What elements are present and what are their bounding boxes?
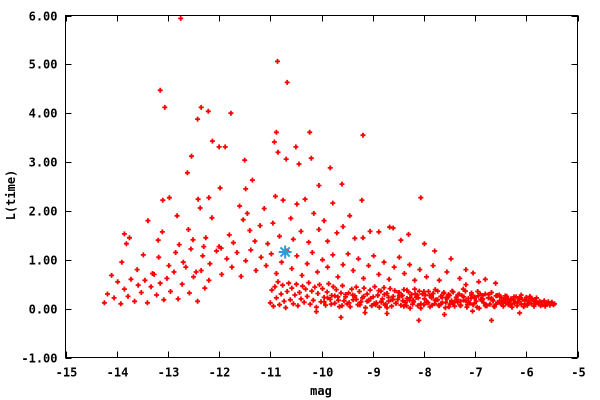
y-tick-label: 6.00: [29, 10, 58, 24]
plot-border: [65, 15, 578, 358]
y-tick-label: 5.00: [29, 58, 58, 72]
x-tick-label: -8: [417, 366, 431, 380]
x-axis-title: mag: [310, 384, 332, 398]
x-tick-label: -11: [260, 366, 282, 380]
y-tick-label: 2.00: [29, 205, 58, 219]
y-tick-label: 4.00: [29, 107, 58, 121]
tick-labels: -15 -14 -13 -12 -11 -10 -9 -8 -7 -6 -5 6.00 5.00 4.00…: [21, 10, 585, 380]
y-axis-title: L(time): [4, 169, 18, 221]
x-tick-label: -6: [519, 366, 533, 380]
y-tick-label: 1.00: [29, 254, 58, 268]
series-highlight-star: [278, 245, 292, 259]
x-tick-label: -13: [158, 366, 180, 380]
y-tick-label: 3.00: [29, 156, 58, 170]
x-tick-label: -12: [209, 366, 231, 380]
x-tick-label: -15: [56, 366, 78, 380]
x-tick-label: -9: [366, 366, 380, 380]
series-photometry-points: [101, 15, 557, 323]
axis-ticks: [65, 15, 579, 359]
y-tick-label: 0.00: [29, 303, 58, 317]
x-tick-label: -10: [312, 366, 334, 380]
x-tick-label: -14: [107, 366, 129, 380]
y-tick-label: -1.00: [21, 352, 57, 366]
x-tick-label: -7: [468, 366, 482, 380]
x-tick-label: -5: [571, 366, 585, 380]
